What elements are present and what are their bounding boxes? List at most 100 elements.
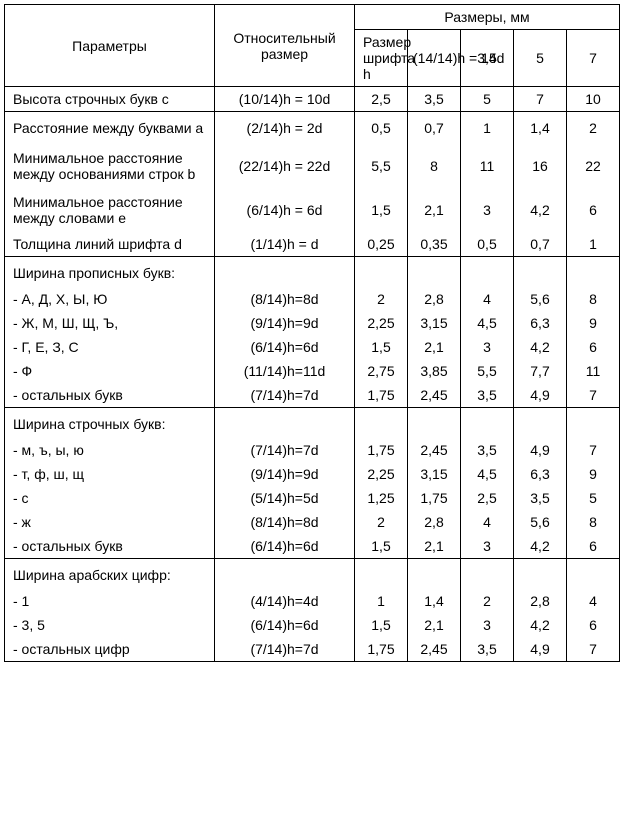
v: 2,75 xyxy=(355,359,408,383)
v: 3 xyxy=(461,534,514,559)
blank xyxy=(567,408,620,439)
formula: (7/14)h=7d xyxy=(215,383,355,408)
v: 2,45 xyxy=(408,383,461,408)
table-row: - т, ф, ш, щ(9/14)h=9d2,253,154,56,39 xyxy=(5,462,620,486)
v: 3 xyxy=(461,335,514,359)
v: 4,9 xyxy=(514,438,567,462)
v: 0,7 xyxy=(408,112,461,145)
blank xyxy=(408,559,461,590)
label: - остальных букв xyxy=(5,383,215,408)
font-parameters-table: Параметры Относительный размер Размеры, … xyxy=(4,4,620,662)
label: - остальных букв xyxy=(5,534,215,559)
blank xyxy=(355,257,408,288)
v: 0,5 xyxy=(355,112,408,145)
v: 4 xyxy=(461,510,514,534)
formula: (6/14)h=6d xyxy=(215,335,355,359)
v: 2,25 xyxy=(355,462,408,486)
header-param: Параметры xyxy=(5,5,215,87)
blank xyxy=(355,559,408,590)
v: 3,5 xyxy=(461,637,514,662)
row-lowercase-height: Высота строчных букв с (10/14)h = 10d 2,… xyxy=(5,87,620,112)
formula: (8/14)h=8d xyxy=(215,510,355,534)
v: 3,85 xyxy=(408,359,461,383)
label: - т, ф, ш, щ xyxy=(5,462,215,486)
label: - Ф xyxy=(5,359,215,383)
label: Минимальное расстояние между основаниями… xyxy=(5,144,215,188)
table-row: - остальных букв(7/14)h=7d1,752,453,54,9… xyxy=(5,383,620,408)
v: 6 xyxy=(567,188,620,232)
v: 7 xyxy=(567,438,620,462)
v: 3 xyxy=(461,188,514,232)
v: 9 xyxy=(567,462,620,486)
v: 1 xyxy=(355,589,408,613)
v: 3,15 xyxy=(408,311,461,335)
v: 5 xyxy=(461,87,514,112)
v: 4 xyxy=(567,589,620,613)
formula: (6/14)h=6d xyxy=(215,534,355,559)
v: 2,1 xyxy=(408,613,461,637)
v: 1,5 xyxy=(355,188,408,232)
v: 1,4 xyxy=(408,589,461,613)
blank xyxy=(461,257,514,288)
section-title: Ширина строчных букв: xyxy=(5,408,215,439)
v: 7 xyxy=(567,30,620,87)
blank xyxy=(215,408,355,439)
table-row: - Ж, М, Ш, Щ, Ъ,(9/14)h=9d2,253,154,56,3… xyxy=(5,311,620,335)
blank xyxy=(408,408,461,439)
blank xyxy=(514,408,567,439)
v: 11 xyxy=(567,359,620,383)
v: 1,75 xyxy=(408,486,461,510)
formula: (5/14)h=5d xyxy=(215,486,355,510)
formula: (2/14)h = 2d xyxy=(215,112,355,145)
label: Высота строчных букв с xyxy=(5,87,215,112)
v: 8 xyxy=(567,287,620,311)
v: 1,5 xyxy=(355,534,408,559)
formula: (9/14)h=9d xyxy=(215,462,355,486)
v: 3,5 xyxy=(514,486,567,510)
formula: (9/14)h=9d xyxy=(215,311,355,335)
blank xyxy=(215,257,355,288)
v: 1 xyxy=(461,112,514,145)
v: 4,9 xyxy=(514,383,567,408)
v: 0,35 xyxy=(408,232,461,257)
v: 1,5 xyxy=(355,335,408,359)
table-row: - остальных цифр(7/14)h=7d1,752,453,54,9… xyxy=(5,637,620,662)
table-row: - с(5/14)h=5d1,251,752,53,55 xyxy=(5,486,620,510)
row-line-thickness: Толщина линий шрифта d (1/14)h = d 0,25 … xyxy=(5,232,620,257)
formula: (6/14)h=6d xyxy=(215,613,355,637)
v: 2,8 xyxy=(408,287,461,311)
v: 6 xyxy=(567,613,620,637)
v: 7,7 xyxy=(514,359,567,383)
v: 4,9 xyxy=(514,637,567,662)
v: 5,5 xyxy=(355,144,408,188)
table-row: - 3, 5(6/14)h=6d1,52,134,26 xyxy=(5,613,620,637)
v: 22 xyxy=(567,144,620,188)
formula: (1/14)h = d xyxy=(215,232,355,257)
v: 3 xyxy=(461,613,514,637)
v: 2 xyxy=(567,112,620,145)
blank xyxy=(461,559,514,590)
v: 3,5 xyxy=(461,383,514,408)
label: - 3, 5 xyxy=(5,613,215,637)
table-row: - 1(4/14)h=4d11,422,84 xyxy=(5,589,620,613)
v: 1,4 xyxy=(514,112,567,145)
v: 2,1 xyxy=(408,188,461,232)
v: 2,1 xyxy=(408,534,461,559)
formula: (8/14)h=8d xyxy=(215,287,355,311)
table-row: - остальных букв(6/14)h=6d1,52,134,26 xyxy=(5,534,620,559)
v: 4,2 xyxy=(514,335,567,359)
table-row: - ж(8/14)h=8d22,845,68 xyxy=(5,510,620,534)
v: 2,5 xyxy=(461,486,514,510)
section-title: Ширина прописных букв: xyxy=(5,257,215,288)
v: 2,45 xyxy=(408,637,461,662)
v: 16 xyxy=(514,144,567,188)
blank xyxy=(215,559,355,590)
v: 2,25 xyxy=(355,311,408,335)
row-digits-title: Ширина арабских цифр: xyxy=(5,559,620,590)
v: 4,2 xyxy=(514,534,567,559)
v: 2 xyxy=(355,287,408,311)
table-row: - Ф(11/14)h=11d2,753,855,57,711 xyxy=(5,359,620,383)
label: - 1 xyxy=(5,589,215,613)
row-lowercase-title: Ширина строчных букв: xyxy=(5,408,620,439)
v: 5,6 xyxy=(514,287,567,311)
